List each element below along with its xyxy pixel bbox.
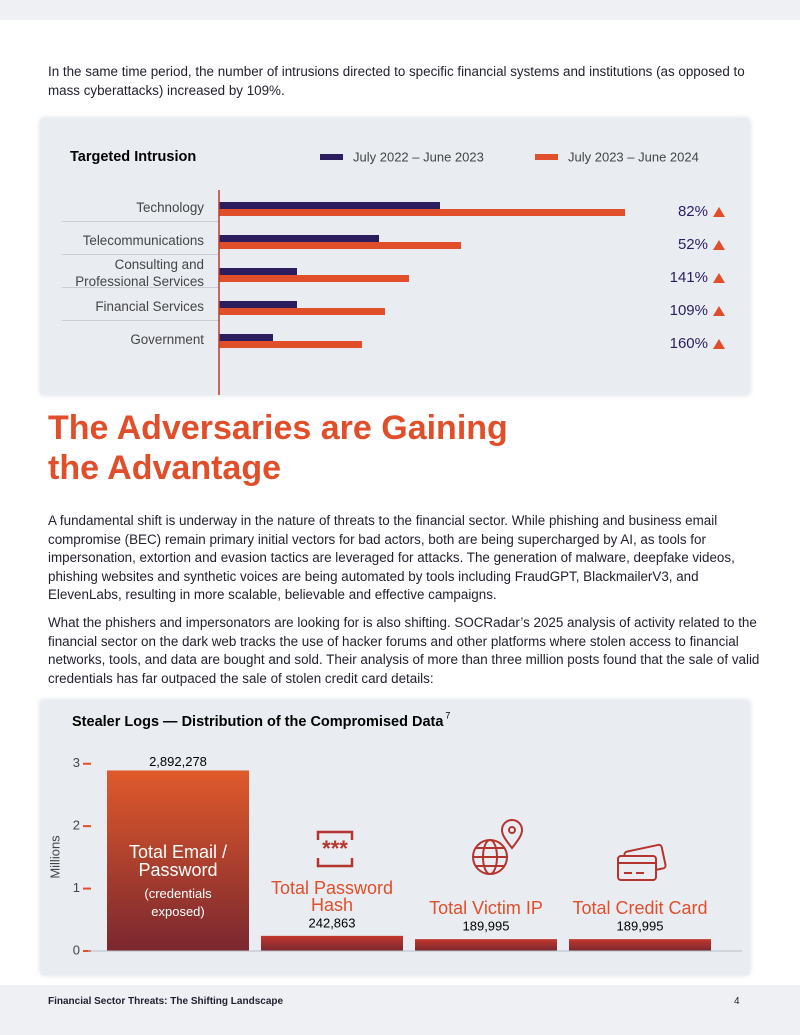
y-tick-label: Government: [130, 331, 204, 347]
title-note: 7: [445, 710, 450, 720]
y-axis-label: Millions: [47, 835, 62, 879]
chart-title: Stealer Logs — Distribution of the Compr…: [72, 714, 444, 730]
legend-swatch: [535, 154, 558, 160]
value-label: 189,995: [463, 919, 510, 934]
category-note: (credentials exposed): [144, 886, 212, 920]
bar: [219, 334, 273, 341]
category-label: Total Credit Card: [572, 898, 708, 919]
arrow-up: [713, 207, 725, 217]
bar: [219, 209, 625, 216]
y-tick-label: Financial Services: [95, 298, 204, 314]
arrow-up: [713, 273, 725, 283]
arrow-up: [713, 339, 725, 349]
arrow-up: [713, 306, 725, 316]
chart-title: Targeted Intrusion: [70, 149, 196, 165]
footer-title: Financial Sector Threats: The Shifting L…: [48, 996, 284, 1007]
annotation: 160%: [670, 335, 708, 352]
bar: [219, 235, 379, 242]
annotation: 109%: [670, 302, 708, 319]
top-strip: [0, 0, 800, 20]
y-tick-label: 2: [73, 818, 80, 833]
category-label: Total Password Hash: [270, 877, 394, 915]
y-tick-label: Telecommunications: [82, 232, 204, 248]
bar: [569, 939, 711, 951]
paragraph: A fundamental shift is underway in the n…: [48, 513, 735, 603]
annotation: 82%: [678, 203, 708, 220]
bar: [219, 202, 440, 209]
icon-cards: [617, 843, 667, 881]
y-tick-label: Consulting and Professional Services: [75, 257, 204, 289]
icon-globe: [472, 819, 524, 875]
bar: [219, 301, 297, 308]
annotation: 52%: [678, 236, 708, 253]
value-label: 2,892,278: [149, 754, 207, 769]
svg-text:***: ***: [322, 836, 348, 861]
y-tick-label: 3: [73, 755, 80, 770]
value-label: 189,995: [617, 919, 664, 934]
arrow-up: [713, 240, 725, 250]
y-tick-label: Technology: [136, 199, 204, 215]
legend-swatch: [320, 154, 343, 160]
bar: [219, 308, 385, 315]
bar: [415, 939, 557, 951]
bar: [219, 242, 461, 249]
heading: The Adversaries are Gaining the Advantag…: [48, 409, 508, 487]
annotation: 141%: [670, 269, 708, 286]
page-number: 4: [734, 996, 740, 1007]
bar: [107, 770, 249, 951]
bar: [219, 268, 297, 275]
bottom-strip: [0, 985, 800, 1035]
icon-password: ***: [316, 830, 354, 868]
bar: [219, 275, 409, 282]
intro: In the same time period, the number of i…: [48, 64, 745, 98]
category-label: Total Victim IP: [429, 898, 543, 919]
chart-panel: [40, 118, 750, 395]
y-tick-label: 0: [73, 942, 80, 957]
bar: [219, 341, 362, 348]
bar: [261, 935, 403, 951]
body: A fundamental shift is underway in the n…: [48, 512, 760, 688]
paragraph: What the phishers and impersonators are …: [48, 614, 760, 686]
legend-label: July 2022 – June 2023: [353, 149, 484, 164]
value-label: 242,863: [309, 915, 356, 930]
y-tick-label: 1: [73, 880, 80, 895]
legend-label: July 2023 – June 2024: [568, 149, 699, 164]
category-label: Total Email / Password: [128, 842, 228, 881]
